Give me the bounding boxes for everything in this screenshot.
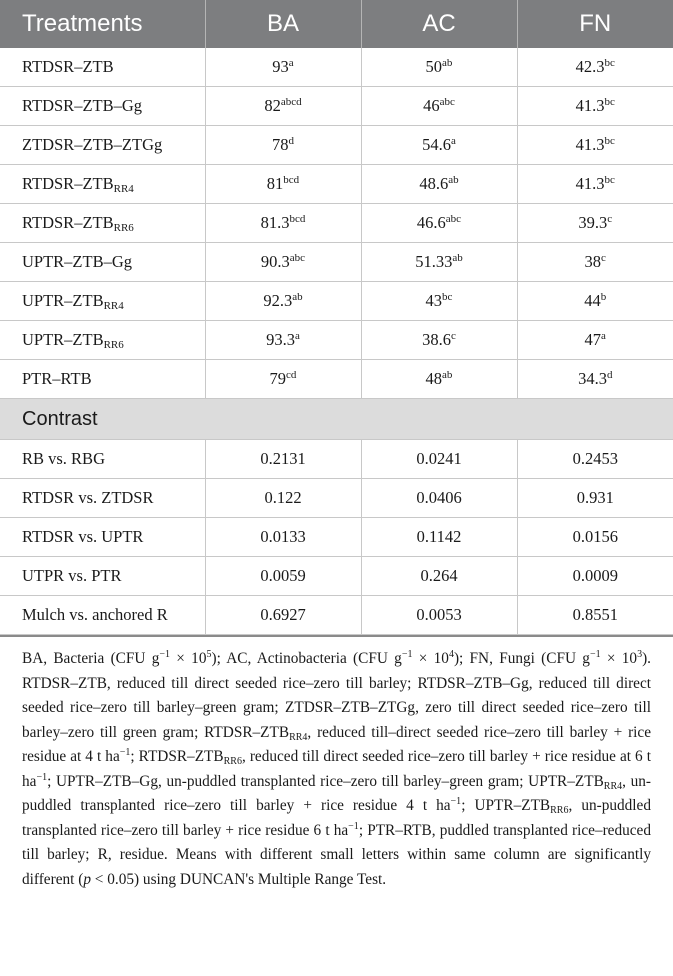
fn-value: 0.2453 [517,439,673,479]
table-row: RTDSR–ZTB–Gg 82abcd 46abc 41.3bc [0,86,673,126]
ba-value: 79cd [205,359,362,399]
header-row: Treatments BA AC FN [0,0,673,48]
fn-value: 0.0156 [517,517,673,557]
ba-value: 78d [205,125,362,165]
contrast-row: Mulch vs. anchored R 0.6927 0.0053 0.855… [0,595,673,635]
ba-value: 0.0059 [205,556,362,596]
fn-value: 42.3bc [517,48,673,87]
table-row: UPTR–ZTB–Gg 90.3abc 51.33ab 38c [0,242,673,282]
fn-value: 0.0009 [517,556,673,596]
ac-value: 46.6abc [361,203,518,243]
contrast-name: Mulch vs. anchored R [0,595,206,635]
ba-value: 81.3bcd [205,203,362,243]
ac-value: 0.0053 [361,595,518,635]
table-row: UPTR–ZTBRR6 93.3a 38.6c 47a [0,320,673,360]
ba-value: 82abcd [205,86,362,126]
fn-value: 0.8551 [517,595,673,635]
contrast-row: RB vs. RBG 0.2131 0.0241 0.2453 [0,439,673,479]
treatment-name: UPTR–ZTBRR6 [0,320,206,360]
contrast-row: UTPR vs. PTR 0.0059 0.264 0.0009 [0,556,673,596]
ba-value: 0.122 [205,478,362,518]
treatment-name: RTDSR–ZTB [0,48,206,87]
treatment-name: ZTDSR–ZTB–ZTGg [0,125,206,165]
ac-value: 0.0406 [361,478,518,518]
ac-value: 0.0241 [361,439,518,479]
ac-value: 0.264 [361,556,518,596]
results-table: Treatments BA AC FN RTDSR–ZTB 93a 50ab 4… [0,0,673,635]
ba-value: 93a [205,48,362,87]
contrast-name: RTDSR vs. ZTDSR [0,478,206,518]
ba-value: 93.3a [205,320,362,360]
fn-value: 41.3bc [517,86,673,126]
ac-value: 48ab [361,359,518,399]
ba-value: 0.0133 [205,517,362,557]
header-ba: BA [205,0,362,48]
table-row: PTR–RTB 79cd 48ab 34.3d [0,359,673,399]
treatment-name: RTDSR–ZTBRR4 [0,164,206,204]
ac-value: 46abc [361,86,518,126]
contrast-name: RTDSR vs. UPTR [0,517,206,557]
ba-value: 0.2131 [205,439,362,479]
contrast-section-header: Contrast [0,398,673,440]
ac-value: 50ab [361,48,518,87]
ba-value: 81bcd [205,164,362,204]
table-row: RTDSR–ZTBRR4 81bcd 48.6ab 41.3bc [0,164,673,204]
treatment-name: RTDSR–ZTB–Gg [0,86,206,126]
ac-value: 54.6a [361,125,518,165]
ac-value: 43bc [361,281,518,321]
contrast-label: Contrast [0,398,673,440]
ac-value: 51.33ab [361,242,518,282]
fn-value: 41.3bc [517,164,673,204]
contrast-row: RTDSR vs. ZTDSR 0.122 0.0406 0.931 [0,478,673,518]
table-row: ZTDSR–ZTB–ZTGg 78d 54.6a 41.3bc [0,125,673,165]
contrast-name: UTPR vs. PTR [0,556,206,596]
fn-value: 47a [517,320,673,360]
treatment-name: UPTR–ZTBRR4 [0,281,206,321]
fn-value: 39.3c [517,203,673,243]
header-fn: FN [517,0,673,48]
ba-value: 0.6927 [205,595,362,635]
table-row: RTDSR–ZTB 93a 50ab 42.3bc [0,48,673,87]
fn-value: 38c [517,242,673,282]
ac-value: 48.6ab [361,164,518,204]
contrast-row: RTDSR vs. UPTR 0.0133 0.1142 0.0156 [0,517,673,557]
treatment-name: PTR–RTB [0,359,206,399]
ba-value: 92.3ab [205,281,362,321]
header-treatments: Treatments [0,0,206,48]
fn-value: 41.3bc [517,125,673,165]
table-row: UPTR–ZTBRR4 92.3ab 43bc 44b [0,281,673,321]
fn-value: 0.931 [517,478,673,518]
fn-value: 44b [517,281,673,321]
ac-value: 0.1142 [361,517,518,557]
fn-value: 34.3d [517,359,673,399]
treatment-name: RTDSR–ZTBRR6 [0,203,206,243]
table-row: RTDSR–ZTBRR6 81.3bcd 46.6abc 39.3c [0,203,673,243]
ba-value: 90.3abc [205,242,362,282]
contrast-name: RB vs. RBG [0,439,206,479]
table-footnote: BA, Bacteria (CFU g−1 × 105); AC, Actino… [0,635,673,892]
header-ac: AC [361,0,518,48]
treatment-name: UPTR–ZTB–Gg [0,242,206,282]
ac-value: 38.6c [361,320,518,360]
